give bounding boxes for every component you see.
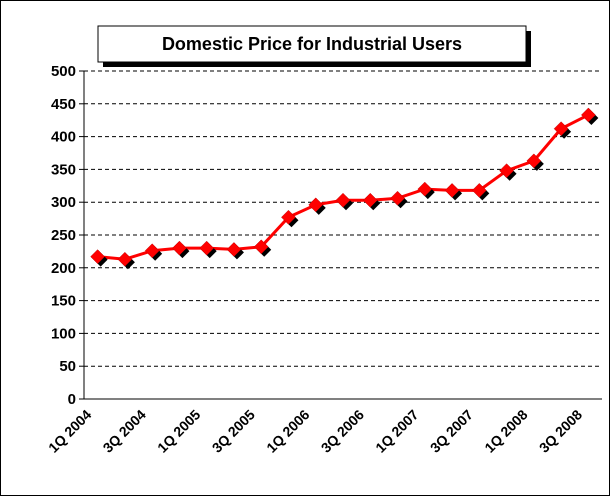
y-tick-label: 50 xyxy=(59,358,76,375)
marker xyxy=(390,190,405,206)
y-tick-label: 350 xyxy=(51,161,76,178)
y-tick-label: 250 xyxy=(51,227,76,244)
marker xyxy=(553,121,569,137)
marker xyxy=(471,183,487,198)
y-tick-label: 200 xyxy=(51,260,76,277)
marker xyxy=(226,242,242,257)
marker xyxy=(144,243,160,259)
marker xyxy=(417,181,433,197)
y-tick-label: 450 xyxy=(51,96,76,113)
marker xyxy=(281,209,296,225)
marker xyxy=(117,251,133,267)
marker xyxy=(335,192,351,208)
y-tick-label: 100 xyxy=(51,325,76,342)
marker xyxy=(308,197,324,213)
marker xyxy=(581,107,596,123)
chart-title: Domestic Price for Industrial Users xyxy=(162,34,462,54)
marker xyxy=(253,239,269,255)
y-tick-label: 0 xyxy=(68,391,76,408)
marker xyxy=(362,192,378,208)
y-tick-label: 400 xyxy=(51,129,76,146)
marker xyxy=(199,240,215,256)
marker xyxy=(172,240,187,256)
marker xyxy=(444,183,460,198)
y-tick-label: 500 xyxy=(51,63,76,80)
y-tick-label: 300 xyxy=(51,194,76,211)
marker xyxy=(526,153,542,169)
marker xyxy=(499,163,514,179)
y-tick-label: 150 xyxy=(51,293,76,310)
marker xyxy=(90,249,105,265)
title-box xyxy=(97,25,527,63)
